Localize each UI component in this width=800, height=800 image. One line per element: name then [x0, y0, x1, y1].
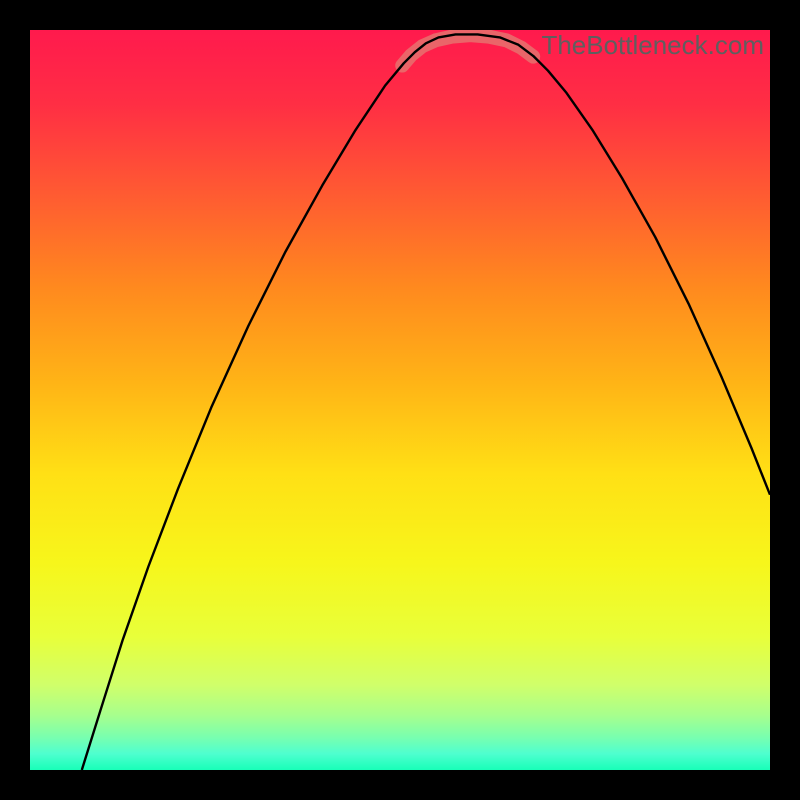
- chart-frame: TheBottleneck.com: [0, 0, 800, 800]
- bottleneck-curve-path: [82, 34, 770, 770]
- trough-highlight-path: [402, 35, 533, 65]
- watermark-text: TheBottleneck.com: [541, 30, 764, 61]
- plot-area: [30, 30, 770, 770]
- chart-svg: [30, 30, 770, 770]
